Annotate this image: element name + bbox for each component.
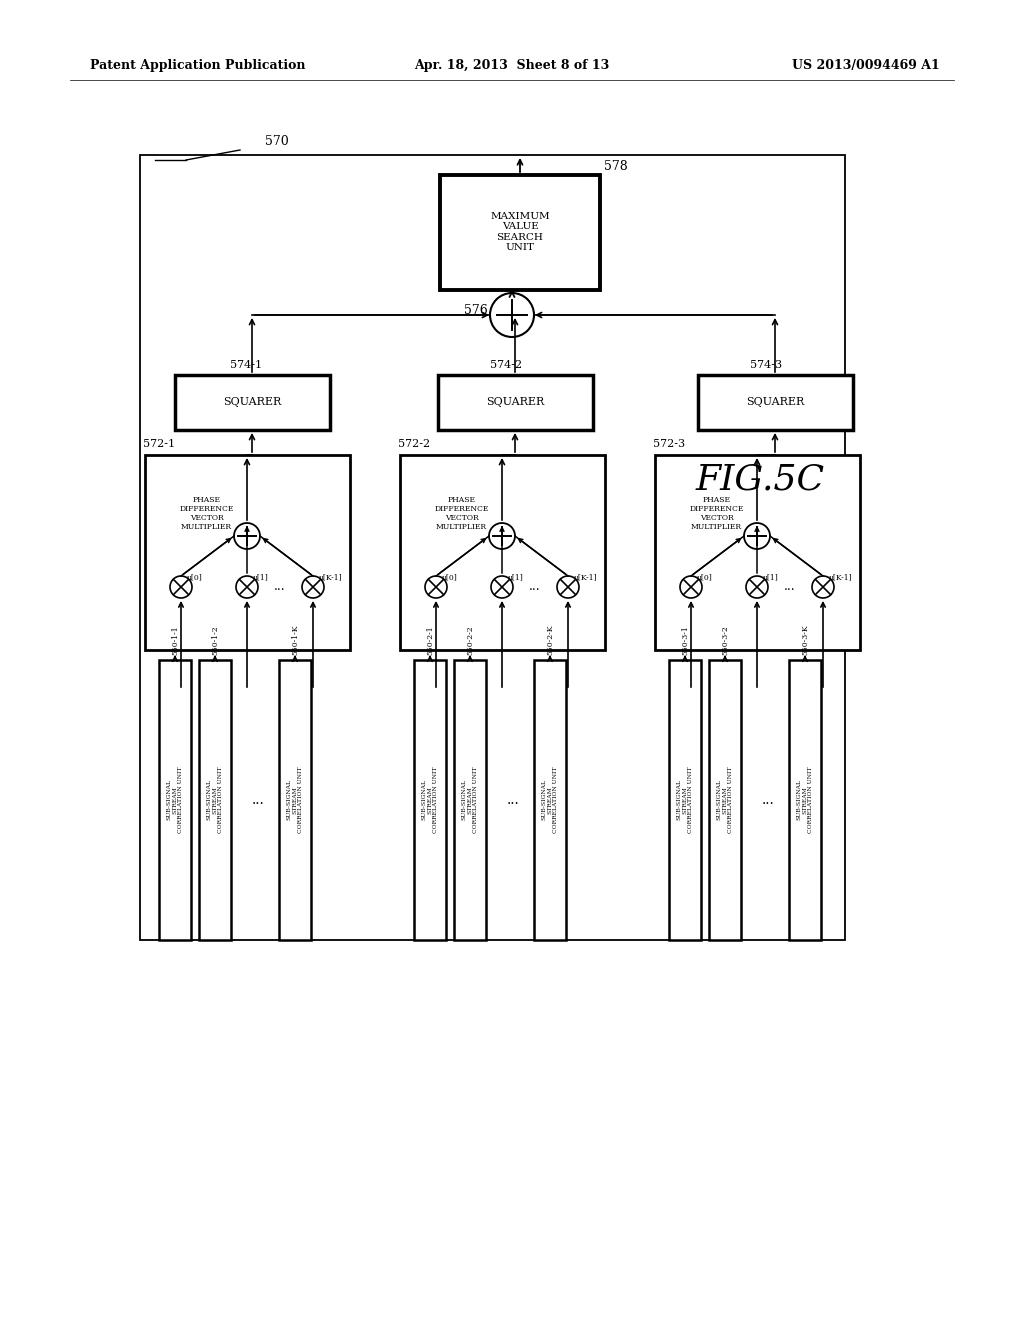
Text: u[0]: u[0] [187, 573, 203, 581]
Text: SUB-SIGNAL
STREAM
CORRELATION UNIT: SUB-SIGNAL STREAM CORRELATION UNIT [677, 767, 693, 833]
Text: 578: 578 [604, 160, 628, 173]
Text: 574-2: 574-2 [490, 360, 522, 370]
Text: u[1]: u[1] [763, 573, 778, 581]
Bar [145, 455, 350, 649]
Text: u[K-1]: u[K-1] [319, 573, 343, 581]
Text: u[1]: u[1] [253, 573, 268, 581]
Text: ...: ... [252, 793, 264, 807]
Bar [534, 660, 566, 940]
Text: SUB-SIGNAL
STREAM
CORRELATION UNIT: SUB-SIGNAL STREAM CORRELATION UNIT [462, 767, 478, 833]
Bar [279, 660, 311, 940]
Text: 550-1-K: 550-1-K [291, 624, 299, 655]
Text: u[K-1]: u[K-1] [574, 573, 598, 581]
Text: SUB-SIGNAL
STREAM
CORRELATION UNIT: SUB-SIGNAL STREAM CORRELATION UNIT [167, 767, 183, 833]
Text: 572-3: 572-3 [653, 440, 685, 449]
Text: SQUARER: SQUARER [485, 397, 544, 407]
Text: u[K-1]: u[K-1] [829, 573, 853, 581]
Text: SUB-SIGNAL
STREAM
CORRELATION UNIT: SUB-SIGNAL STREAM CORRELATION UNIT [287, 767, 303, 833]
Bar [454, 660, 486, 940]
Bar [400, 455, 605, 649]
Text: 550-1-2: 550-1-2 [211, 626, 219, 655]
Text: 572-2: 572-2 [398, 440, 430, 449]
Text: 550-1-1: 550-1-1 [171, 626, 179, 655]
Bar [199, 660, 231, 940]
Text: 550-2-1: 550-2-1 [426, 626, 434, 655]
Text: Apr. 18, 2013  Sheet 8 of 13: Apr. 18, 2013 Sheet 8 of 13 [415, 58, 609, 71]
Text: 570: 570 [265, 135, 289, 148]
Bar [175, 375, 330, 430]
Text: SUB-SIGNAL
STREAM
CORRELATION UNIT: SUB-SIGNAL STREAM CORRELATION UNIT [422, 767, 438, 833]
Text: ...: ... [274, 581, 286, 594]
Text: ...: ... [762, 793, 774, 807]
Text: SQUARER: SQUARER [745, 397, 804, 407]
Text: Patent Application Publication: Patent Application Publication [90, 58, 305, 71]
Text: ...: ... [507, 793, 519, 807]
Bar [159, 660, 191, 940]
Bar [438, 375, 593, 430]
Text: 574-3: 574-3 [750, 360, 782, 370]
Text: ...: ... [529, 581, 541, 594]
Bar [440, 176, 600, 290]
Text: u[0]: u[0] [442, 573, 458, 581]
Text: 550-3-1: 550-3-1 [681, 626, 689, 655]
Text: 576: 576 [464, 304, 487, 317]
Text: SQUARER: SQUARER [223, 397, 282, 407]
Text: SUB-SIGNAL
STREAM
CORRELATION UNIT: SUB-SIGNAL STREAM CORRELATION UNIT [797, 767, 813, 833]
Text: FIG.5C: FIG.5C [695, 463, 824, 498]
Bar [140, 154, 845, 940]
Text: SUB-SIGNAL
STREAM
CORRELATION UNIT: SUB-SIGNAL STREAM CORRELATION UNIT [542, 767, 558, 833]
Bar [669, 660, 701, 940]
Text: 574-1: 574-1 [230, 360, 262, 370]
Text: SUB-SIGNAL
STREAM
CORRELATION UNIT: SUB-SIGNAL STREAM CORRELATION UNIT [207, 767, 223, 833]
Text: PHASE
DIFFERENCE
VECTOR
MULTIPLIER: PHASE DIFFERENCE VECTOR MULTIPLIER [689, 496, 743, 531]
Bar [414, 660, 446, 940]
Text: 572-1: 572-1 [143, 440, 175, 449]
Text: 550-2-K: 550-2-K [546, 624, 554, 655]
Bar [655, 455, 860, 649]
Text: u[1]: u[1] [508, 573, 523, 581]
Text: PHASE
DIFFERENCE
VECTOR
MULTIPLIER: PHASE DIFFERENCE VECTOR MULTIPLIER [434, 496, 488, 531]
Text: PHASE
DIFFERENCE
VECTOR
MULTIPLIER: PHASE DIFFERENCE VECTOR MULTIPLIER [179, 496, 233, 531]
Bar [709, 660, 741, 940]
Text: ...: ... [784, 581, 796, 594]
Text: u[0]: u[0] [697, 573, 713, 581]
Bar [698, 375, 853, 430]
Text: 550-2-2: 550-2-2 [466, 626, 474, 655]
Text: US 2013/0094469 A1: US 2013/0094469 A1 [793, 58, 940, 71]
Text: MAXIMUM
VALUE
SEARCH
UNIT: MAXIMUM VALUE SEARCH UNIT [490, 213, 550, 252]
Text: SUB-SIGNAL
STREAM
CORRELATION UNIT: SUB-SIGNAL STREAM CORRELATION UNIT [717, 767, 733, 833]
Text: 550-3-2: 550-3-2 [721, 626, 729, 655]
Bar [790, 660, 821, 940]
Text: 550-3-K: 550-3-K [801, 624, 809, 655]
